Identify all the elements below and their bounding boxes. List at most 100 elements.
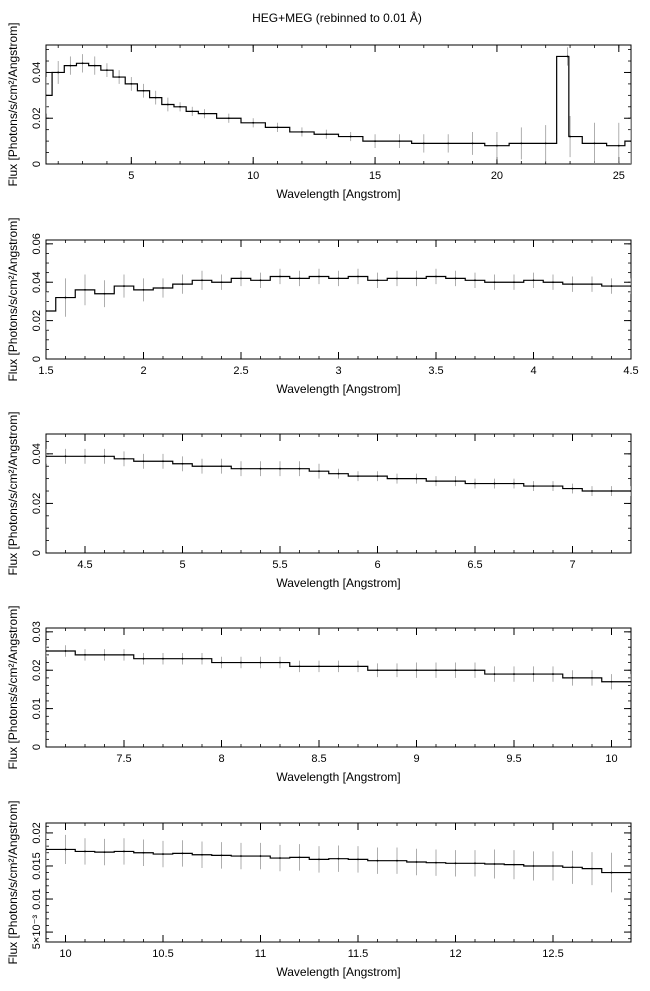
data-point [142, 89, 145, 92]
x-tick-label: 4 [530, 365, 536, 377]
data-point [84, 289, 86, 291]
data-point [571, 283, 574, 286]
x-tick-label: 3.5 [428, 365, 443, 377]
y-tick-label: 0.015 [31, 852, 43, 880]
data-point [201, 853, 203, 856]
data-point [415, 669, 418, 672]
data-point [220, 465, 223, 468]
x-tick-label: 5 [128, 170, 134, 182]
data-point [318, 275, 320, 278]
data-point [610, 680, 613, 683]
data-point [591, 677, 593, 679]
data-point [46, 650, 47, 652]
data-point [422, 142, 425, 145]
data-point [610, 490, 613, 492]
data-point [357, 665, 359, 668]
data-point [357, 858, 359, 861]
data-point [454, 277, 457, 280]
data-point [259, 661, 262, 664]
x-tick-label: 11 [255, 948, 266, 960]
data-point [142, 657, 145, 660]
plot-frame [45, 239, 632, 360]
data-point [610, 285, 613, 287]
data-point [162, 657, 164, 660]
data-point [325, 133, 328, 136]
figure-title: HEG+MEG (rebinned to 0.01 Å) [252, 10, 422, 25]
data-layer [46, 47, 631, 164]
data-point [337, 665, 340, 668]
data-point [374, 140, 376, 143]
data-point [118, 76, 121, 78]
data-point [259, 855, 262, 857]
x-axis-label: Wavelength [Angstrom] [276, 187, 400, 201]
data-point [103, 455, 106, 458]
data-point [203, 112, 206, 115]
x-axis-label: Wavelength [Angstrom] [276, 770, 400, 784]
data-point [493, 281, 496, 284]
data-point [123, 653, 125, 656]
y-tick-label: 0.03 [31, 621, 43, 642]
data-point [435, 669, 437, 672]
y-axis-label: Flux [Photons/s/cm²/Angstrom] [6, 800, 20, 964]
data-point [103, 292, 106, 295]
x-tick-label: 9.5 [506, 753, 521, 765]
data-point [415, 277, 418, 280]
data-point [181, 852, 184, 855]
x-tick-label: 8 [218, 753, 224, 765]
data-point [64, 848, 67, 851]
x-tick-label: 15 [369, 170, 381, 182]
spectrum-line [46, 848, 631, 874]
data-point [298, 856, 301, 859]
data-point [610, 871, 613, 874]
x-tick-label: 10 [247, 170, 259, 182]
x-tick-label: 7.5 [116, 753, 131, 765]
x-tick-label: 2 [140, 365, 146, 377]
data-point [252, 121, 255, 124]
data-point [279, 857, 281, 859]
data-point [566, 55, 569, 58]
data-point [191, 110, 194, 113]
data-point [493, 673, 496, 675]
data-point [435, 275, 437, 278]
data-point [454, 480, 457, 483]
y-tick-label: 0.04 [31, 443, 43, 464]
x-tick-label: 8.5 [311, 753, 326, 765]
data-point [318, 665, 320, 668]
x-tick-label: 10 [59, 948, 71, 960]
data-point [240, 467, 242, 470]
data-point [162, 287, 164, 289]
data-point [240, 855, 242, 857]
data-point [532, 673, 535, 675]
data-point [181, 462, 184, 465]
data-point [396, 859, 398, 862]
data-point [435, 480, 437, 483]
x-tick-label: 12 [449, 948, 461, 960]
data-point [81, 62, 84, 65]
data-layer [46, 645, 631, 690]
data-point [435, 861, 437, 864]
data-point [376, 279, 379, 282]
data-point [220, 854, 223, 857]
chart-panel-4: 7.5 8 8.5 9 9.5 10 0 0.01 0.02 0.03 Wavelength [An… [6, 605, 632, 784]
data-point [64, 455, 67, 458]
x-tick-label: 7 [569, 559, 575, 571]
data-point [493, 863, 496, 865]
plot-frame [45, 44, 632, 165]
data-point [513, 673, 515, 675]
data-point [513, 281, 515, 284]
x-tick-label: 10.5 [152, 948, 173, 960]
y-tick-label: 0 [31, 161, 43, 167]
data-point [106, 69, 108, 72]
data-point [46, 455, 47, 458]
data-point [349, 135, 352, 138]
data-point [532, 279, 535, 282]
data-point [162, 853, 164, 855]
data-point [591, 283, 593, 286]
data-point [357, 275, 359, 278]
x-axis-label: Wavelength [Angstrom] [276, 576, 400, 590]
data-point [337, 277, 340, 280]
y-axis-label: Flux [Photons/s/cm²/Angstrom] [6, 22, 20, 186]
data-point [376, 859, 379, 862]
data-point [64, 650, 67, 652]
